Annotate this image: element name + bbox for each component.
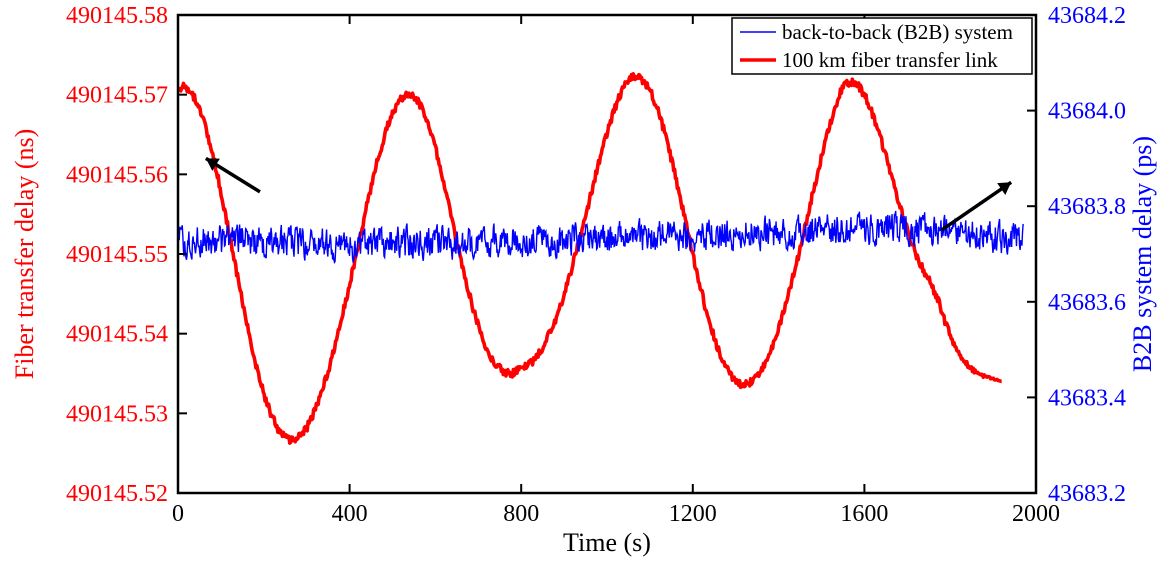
y-left-axis-label: Fiber transfer delay (ns) [10,129,39,380]
y-right-tick-label: 43683.6 [1048,290,1126,316]
legend-label: back-to-back (B2B) system [782,20,1013,44]
y-left-tick-label: 490145.54 [66,322,168,348]
y-left-tick-label: 490145.56 [66,162,168,188]
x-tick-label: 1200 [669,501,717,527]
legend: back-to-back (B2B) system 100 km fiber tr… [732,18,1032,74]
y-left-tick-label: 490145.57 [66,83,168,109]
x-axis-label: Time (s) [563,528,651,557]
x-tick-label: 800 [503,501,539,527]
y-left-tick-label: 490145.55 [66,242,168,268]
legend-label: 100 km fiber transfer link [782,48,998,72]
y-left-tick-label: 490145.52 [66,481,168,507]
x-tick-label: 400 [332,501,368,527]
y-right-tick-label: 43683.4 [1048,385,1126,411]
y-right-tick-label: 43683.2 [1048,481,1126,507]
y-left-tick-label: 490145.58 [66,3,168,29]
x-tick-label: 1600 [840,501,888,527]
y-left-tick-label: 490145.53 [66,401,168,427]
y-right-tick-label: 43684.0 [1048,99,1126,125]
y-right-tick-label: 43684.2 [1048,3,1126,29]
dual-axis-line-chart: 0400800120016002000Time (s)490145.524901… [0,0,1169,569]
y-right-tick-label: 43683.8 [1048,194,1126,220]
y-right-axis-label: B2B system delay (ps) [1128,136,1157,372]
x-tick-label: 0 [172,501,184,527]
